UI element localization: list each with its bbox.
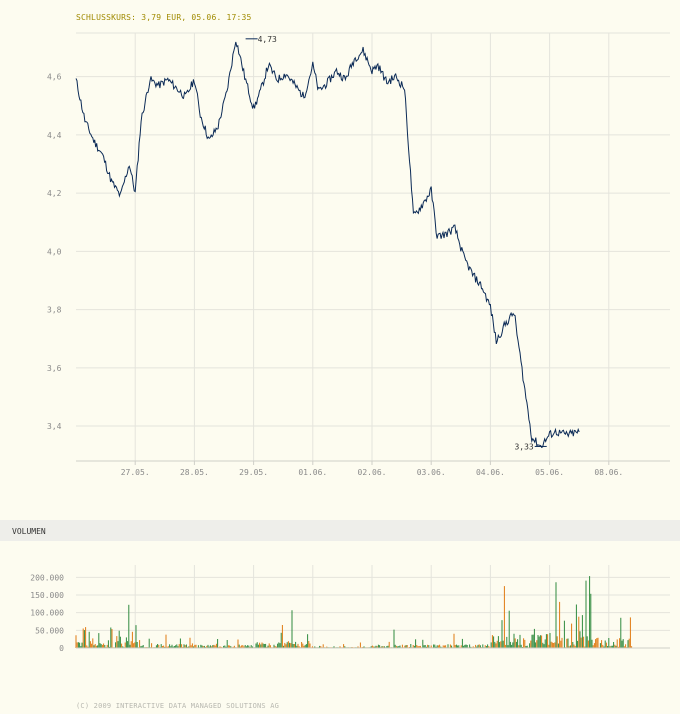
x-tick-label: 02.06. xyxy=(358,468,387,477)
price-series-line xyxy=(75,41,580,449)
header-closing-label: SCHLUSSKURS: 3,79 EUR, 05.06. 17:35 xyxy=(76,13,252,22)
volume-y-tick-label: 50.000 xyxy=(35,626,64,635)
y-tick-label: 3,6 xyxy=(47,364,62,373)
min-label: 3,33 xyxy=(514,442,533,451)
x-tick-label: 08.06. xyxy=(594,468,623,477)
y-tick-label: 4,6 xyxy=(47,73,62,82)
volume-y-tick-label: 100.000 xyxy=(30,609,64,618)
x-tick-label: 01.06. xyxy=(298,468,327,477)
max-label: 4,73 xyxy=(258,35,277,44)
x-tick-label: 04.06. xyxy=(476,468,505,477)
price-chart: 3,4 3,6 3,8 4,0 4,2 4,4 4,6 27.05. 28.05. 29.05. 0… xyxy=(47,32,670,477)
x-tick-label: 28.05. xyxy=(180,468,209,477)
volume-y-tick-label: 200.000 xyxy=(30,573,64,582)
y-tick-label: 4,2 xyxy=(47,189,62,198)
x-tick-label: 05.06. xyxy=(535,468,564,477)
volume-band xyxy=(0,520,680,541)
y-tick-label: 3,4 xyxy=(47,422,62,431)
y-tick-label: 4,4 xyxy=(47,131,62,140)
x-tick-label: 03.06. xyxy=(417,468,446,477)
volume-y-tick-label: 150.000 xyxy=(30,591,64,600)
x-tick-label: 29.05. xyxy=(239,468,268,477)
y-tick-label: 4,0 xyxy=(47,247,62,256)
y-tick-label: 3,8 xyxy=(47,306,62,315)
volume-title: VOLUMEN xyxy=(12,527,46,536)
volume-y-tick-label: 0 xyxy=(59,644,64,653)
footer-copyright: (C) 2009 INTERACTIVE DATA MANAGED SOLUTI… xyxy=(76,702,280,710)
x-tick-label: 27.05. xyxy=(121,468,150,477)
